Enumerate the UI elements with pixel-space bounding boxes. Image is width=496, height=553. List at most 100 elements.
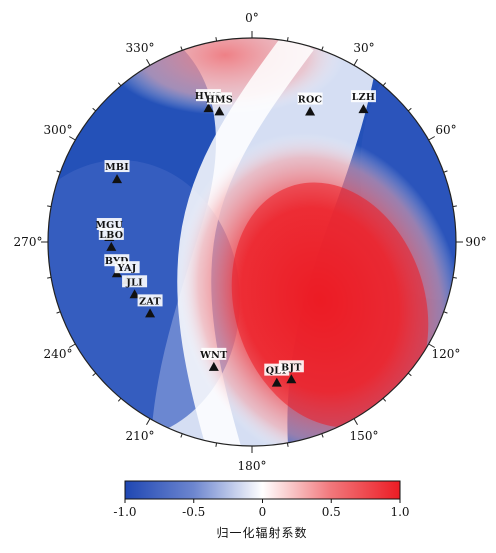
azimuth-tick xyxy=(452,276,457,279)
azimuth-tick xyxy=(180,46,183,51)
colorbar-title: 归一化辐射系数 xyxy=(216,525,307,540)
station-label: BJT xyxy=(281,362,302,373)
station-label-bg xyxy=(201,347,227,360)
azimuth-tick xyxy=(382,397,387,402)
colorbar-ticks: -1.0 -0.5 0 0.5 1.0 xyxy=(113,499,410,519)
azimuth-tick xyxy=(47,205,52,208)
azimuth-label: 90° xyxy=(465,235,486,249)
station-marker xyxy=(145,308,156,318)
azimuth-tick xyxy=(56,170,61,173)
azimuth-label: 60° xyxy=(435,123,456,137)
station-hms: HMS xyxy=(206,92,233,116)
azimuth-label: 270° xyxy=(14,235,43,249)
station-marker xyxy=(305,106,316,116)
azimuth-tick xyxy=(443,311,448,314)
colorbar-tick-label: 0.5 xyxy=(322,505,341,519)
station-label: ROC xyxy=(298,95,323,106)
station-label: HMS xyxy=(206,94,233,105)
station-label-bg xyxy=(104,254,130,267)
station-mbi: MBI xyxy=(104,160,130,184)
azimuth-tick xyxy=(321,46,324,51)
azimuth-label: 150° xyxy=(350,429,379,443)
azimuth-label: 300° xyxy=(44,123,73,137)
azimuth-tick xyxy=(47,276,52,279)
azimuth-tick xyxy=(117,397,122,402)
station-label-bg xyxy=(122,275,148,288)
azimuth-tick xyxy=(428,136,435,141)
station-label: QLT xyxy=(266,366,288,377)
station-label: YAJ xyxy=(117,263,137,274)
station-label-bg xyxy=(297,92,323,105)
radiation-field xyxy=(48,38,456,446)
station-marker xyxy=(203,103,214,113)
azimuth-tick xyxy=(56,311,61,314)
azimuth-label: 180° xyxy=(238,459,267,473)
station-label-bg xyxy=(96,218,122,231)
azimuth-tick xyxy=(146,59,151,66)
azimuth-tick xyxy=(146,418,151,425)
azimuth-tick xyxy=(92,372,97,377)
azimuth-tick xyxy=(215,37,218,42)
station-marker xyxy=(271,377,282,387)
station-label-bg xyxy=(206,92,232,105)
azimuth-tick xyxy=(69,136,76,141)
colorbar: -1.0 -0.5 0 0.5 1.0 归一化辐射系数 xyxy=(113,480,410,540)
station-jli: JLI xyxy=(122,275,148,299)
station-label-bg xyxy=(104,160,130,173)
azimuth-tick xyxy=(407,107,412,112)
station-lzh: LZH xyxy=(350,90,376,114)
azimuth-label: 120° xyxy=(432,347,461,361)
azimuth-label: 30° xyxy=(353,41,374,55)
station-label-bg xyxy=(350,90,376,103)
azimuth-tick xyxy=(117,82,122,87)
station-marker xyxy=(358,104,369,114)
azimuth-tick xyxy=(92,107,97,112)
station-label-bg xyxy=(114,261,140,274)
colorbar-tick-label: -0.5 xyxy=(182,505,205,519)
azimuth-tick xyxy=(428,343,435,348)
station-label: WNT xyxy=(199,350,227,361)
station-label-bg xyxy=(137,294,163,307)
azimuth-tick xyxy=(452,205,457,208)
station-label: ZAT xyxy=(139,296,161,307)
station-label: MGU xyxy=(95,220,123,231)
azimuth-tick xyxy=(382,82,387,87)
station-label: LBO xyxy=(99,230,123,241)
colorbar-ramp xyxy=(124,480,401,500)
colorbar-tick-label: 0 xyxy=(259,505,267,519)
azimuth-labels: 0° 30° 60° 90° 120° 150° 180° 210° 240° 270° 300° 3… xyxy=(14,11,487,473)
azimuth-label: 240° xyxy=(44,347,73,361)
station-wnt: WNT xyxy=(199,347,227,371)
azimuth-tick xyxy=(321,433,324,438)
station-label: JLI xyxy=(125,277,143,288)
azimuth-tick xyxy=(286,37,289,42)
station-marker xyxy=(106,241,117,251)
station-marker xyxy=(286,374,297,384)
station-lbo: LBO xyxy=(98,227,124,251)
azimuth-tick xyxy=(215,442,218,447)
azimuth-tick xyxy=(69,343,76,348)
station-marker xyxy=(208,361,219,371)
azimuth-tick xyxy=(180,433,183,438)
azimuth-tick xyxy=(353,418,358,425)
colorbar-tick-label: -1.0 xyxy=(113,505,136,519)
station-roc: ROC xyxy=(297,92,323,116)
station-marker xyxy=(214,106,225,116)
station-marker xyxy=(112,174,123,184)
azimuth-label: 210° xyxy=(126,429,155,443)
azimuth-tick xyxy=(286,442,289,447)
station-label-bg xyxy=(98,227,124,240)
azimuth-ticks xyxy=(41,31,463,453)
station-zat: ZAT xyxy=(137,294,163,318)
stations: HWSHMSROCLZHMBIMGULBOBYDYAJJLIZATWNTQLTB… xyxy=(95,89,376,387)
colorbar-tick-label: 1.0 xyxy=(390,505,409,519)
azimuth-tick xyxy=(443,170,448,173)
azimuth-label: 330° xyxy=(126,41,155,55)
station-label: LZH xyxy=(352,92,376,103)
station-bjt: BJT xyxy=(278,360,304,384)
azimuth-tick xyxy=(407,372,412,377)
station-label-bg xyxy=(278,360,304,373)
station-label: MBI xyxy=(105,162,129,173)
